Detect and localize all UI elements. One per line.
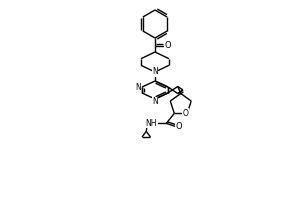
Text: N: N xyxy=(135,83,141,92)
Text: N: N xyxy=(152,98,158,106)
Text: NH: NH xyxy=(146,119,157,128)
Text: O: O xyxy=(165,42,171,50)
Text: O: O xyxy=(182,109,188,118)
Text: O: O xyxy=(176,122,183,131)
Text: N: N xyxy=(152,68,158,76)
